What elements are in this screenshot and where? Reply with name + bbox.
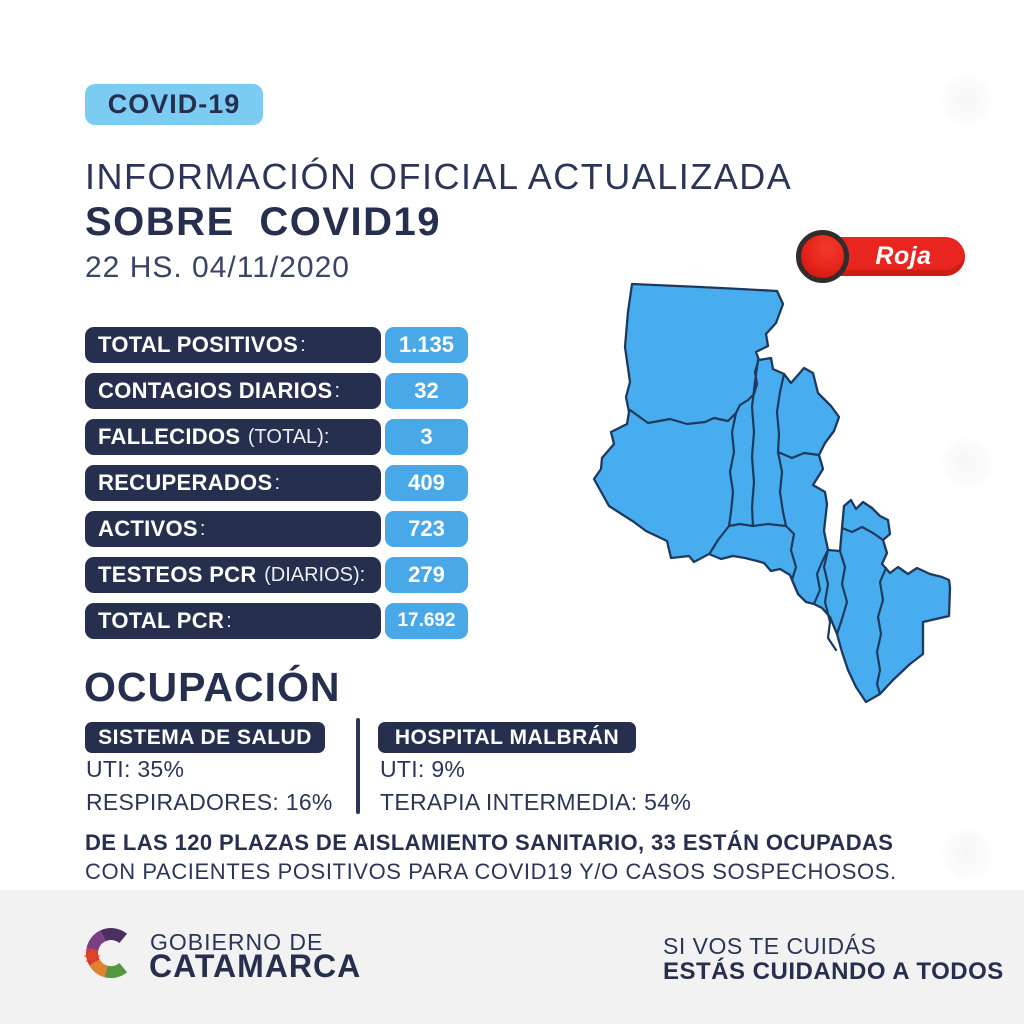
stat-label: TESTEOS PCR (DIARIOS): — [85, 557, 381, 593]
table-row: FALLECIDOS (TOTAL): 3 — [85, 419, 468, 455]
department-borders — [628, 358, 888, 696]
watermark-flower-icon — [941, 74, 993, 126]
uti-malbran: UTI: 9% — [380, 756, 466, 782]
table-row: ACTIVOS: 723 — [85, 511, 468, 547]
footer-band — [0, 890, 1024, 1024]
stat-label: RECUPERADOS: — [85, 465, 381, 501]
isolation-note-regular: CON PACIENTES POSITIVOS PARA COVID19 Y/O… — [85, 859, 897, 884]
respirators-health-system: RESPIRADORES: 16% — [86, 789, 333, 815]
uti-health-system: UTI: 35% — [86, 756, 185, 782]
stat-value: 17.692 — [385, 603, 468, 639]
logo-text-gobierno: GOBIERNO DE — [150, 929, 324, 955]
catamarca-map — [592, 282, 952, 704]
title-line1: INFORMACIÓN OFICIAL ACTUALIZADA — [85, 156, 793, 197]
stat-value: 32 — [385, 373, 468, 409]
intermediate-care-malbran: TERAPIA INTERMEDIA: 54% — [380, 789, 692, 815]
watermark-flower-icon — [941, 828, 993, 880]
stat-label: TOTAL PCR: — [85, 603, 381, 639]
stats-table: TOTAL POSITIVOS: 1.135 CONTAGIOS DIARIOS… — [85, 327, 468, 639]
watermark-flower-icon — [941, 437, 993, 489]
report-datetime: 22 HS. 04/11/2020 — [85, 251, 350, 284]
table-row: TOTAL POSITIVOS: 1.135 — [85, 327, 468, 363]
table-row: TOTAL PCR: 17.692 — [85, 603, 468, 639]
occupation-heading: OCUPACIÓN — [84, 664, 341, 710]
logo-text-catamarca: CATAMARCA — [149, 948, 362, 984]
stat-value: 1.135 — [385, 327, 468, 363]
title-line2: SOBRE COVID19 — [85, 200, 442, 244]
stat-value: 723 — [385, 511, 468, 547]
stat-label: FALLECIDOS (TOTAL): — [85, 419, 381, 455]
stat-label: CONTAGIOS DIARIOS: — [85, 373, 381, 409]
column-divider — [356, 718, 360, 814]
footer-slogan-line2: ESTÁS CUIDANDO A TODOS — [663, 958, 1004, 985]
stat-label: ACTIVOS: — [85, 511, 381, 547]
alert-phase-label: Roja — [875, 242, 932, 270]
stat-value: 279 — [385, 557, 468, 593]
table-row: CONTAGIOS DIARIOS: 32 — [85, 373, 468, 409]
province-outline — [592, 282, 952, 704]
stat-label: TOTAL POSITIVOS: — [85, 327, 381, 363]
stat-value: 3 — [385, 419, 468, 455]
alert-dot-icon — [796, 230, 849, 283]
table-row: TESTEOS PCR (DIARIOS): 279 — [85, 557, 468, 593]
catamarca-logo-icon — [84, 928, 128, 979]
hospital-malbran-badge: HOSPITAL MALBRÁN — [378, 722, 636, 753]
footer-slogan-line1: SI VOS TE CUIDÁS — [663, 933, 877, 959]
isolation-note-bold: DE LAS 120 PLAZAS DE AISLAMIENTO SANITAR… — [85, 830, 894, 855]
covid19-badge: COVID-19 — [85, 84, 263, 125]
stat-value: 409 — [385, 465, 468, 501]
health-system-badge: SISTEMA DE SALUD — [85, 722, 325, 753]
table-row: RECUPERADOS: 409 — [85, 465, 468, 501]
